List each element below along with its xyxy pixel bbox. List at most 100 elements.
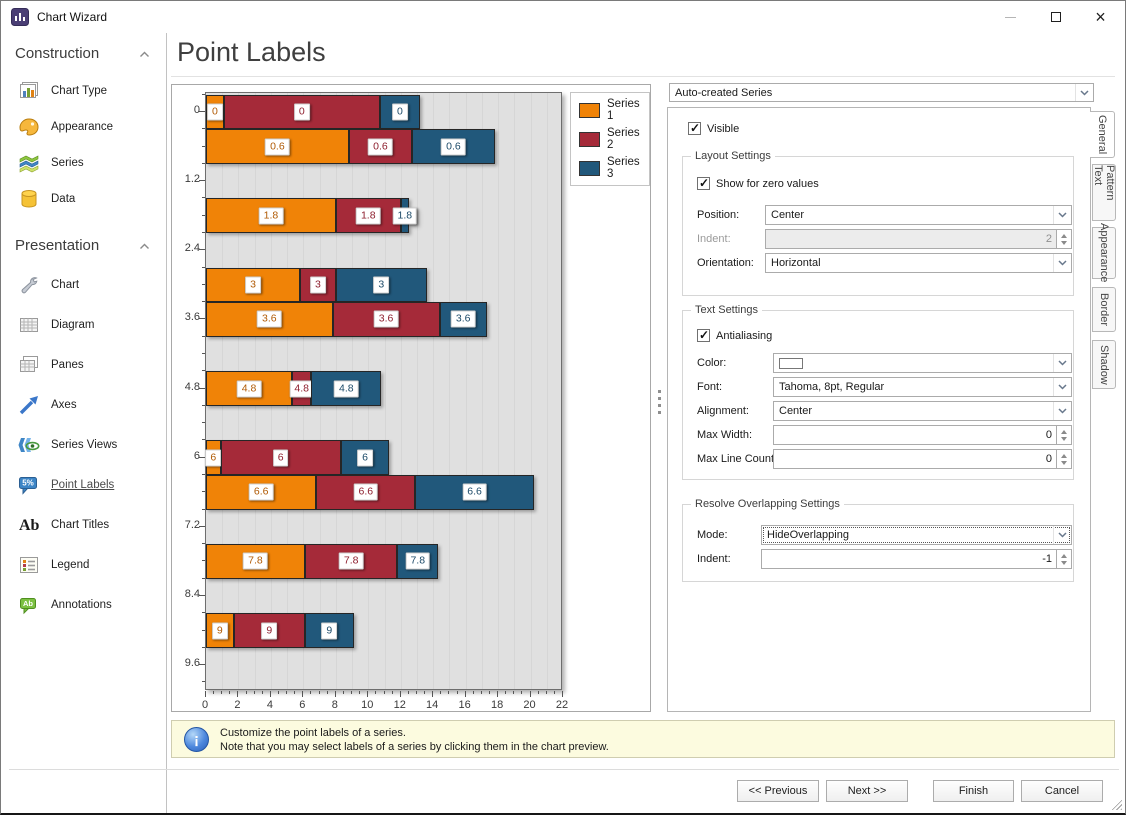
tab-text-pattern[interactable]: Text Pattern bbox=[1092, 164, 1116, 221]
point-label[interactable]: 6.6 bbox=[353, 483, 379, 501]
series-selector-combo[interactable]: Auto-created Series bbox=[669, 83, 1094, 102]
alignment-value: Center bbox=[779, 405, 813, 417]
x-axis-minor-tick bbox=[359, 691, 361, 694]
next-button[interactable]: Next >> bbox=[826, 780, 908, 802]
point-label[interactable]: 7.8 bbox=[338, 552, 364, 570]
sidebar-item-chart-titles[interactable]: Ab Chart Titles bbox=[1, 505, 166, 545]
point-label[interactable]: 0.6 bbox=[265, 138, 290, 156]
sidebar-item-appearance[interactable]: Appearance bbox=[1, 109, 166, 145]
gridline bbox=[465, 93, 467, 689]
sidebar-item-series-views[interactable]: Series Views bbox=[1, 425, 166, 465]
info-line-2: Note that you may select labels of a ser… bbox=[220, 741, 609, 753]
overlap-indent-spinner[interactable] bbox=[1057, 549, 1072, 569]
point-label[interactable]: 0 bbox=[207, 103, 223, 121]
x-axis-minor-tick bbox=[448, 691, 450, 694]
x-axis-minor-tick bbox=[440, 691, 442, 694]
sidebar-item-axes[interactable]: Axes bbox=[1, 385, 166, 425]
max-width-field[interactable]: 0 bbox=[773, 425, 1057, 445]
point-label[interactable]: 6 bbox=[272, 449, 289, 467]
tab-shadow[interactable]: Shadow bbox=[1092, 340, 1116, 389]
tab-appearance[interactable]: Appearance bbox=[1092, 223, 1116, 283]
point-label[interactable]: 0.6 bbox=[441, 138, 466, 156]
sidebar-item-label: Appearance bbox=[51, 121, 114, 133]
sidebar-item-legend[interactable]: Legend bbox=[1, 545, 166, 585]
section-header-presentation[interactable]: Presentation bbox=[1, 231, 166, 259]
tab-general[interactable]: General bbox=[1090, 111, 1115, 158]
sidebar-item-annotations[interactable]: Ab Annotations bbox=[1, 585, 166, 625]
antialiasing-checkbox[interactable]: Antialiasing bbox=[697, 328, 772, 342]
chart-preview-panel[interactable]: 0 0 0 0.6 0.6 0.6 1.8 1.8 1.8 3 3 3 3.6 3.6 3.6 4.8 4.8 4… bbox=[171, 84, 651, 712]
visible-checkbox[interactable]: Visible bbox=[688, 121, 739, 135]
point-label[interactable]: 0.6 bbox=[368, 138, 393, 156]
sidebar-item-data[interactable]: Data bbox=[1, 181, 166, 217]
overlap-indent-field[interactable]: -1 bbox=[761, 549, 1057, 569]
color-label: Color: bbox=[697, 357, 727, 369]
point-label[interactable]: 0 bbox=[293, 103, 310, 121]
orientation-combo[interactable]: Horizontal bbox=[765, 253, 1072, 273]
point-label[interactable]: 4.8 bbox=[236, 380, 262, 398]
font-combo[interactable]: Tahoma, 8pt, Regular bbox=[773, 377, 1072, 397]
point-label[interactable]: 4.8 bbox=[289, 380, 315, 398]
x-axis-minor-tick bbox=[407, 691, 409, 694]
point-label[interactable]: 1.8 bbox=[392, 207, 418, 225]
maximize-button[interactable] bbox=[1033, 1, 1078, 33]
alignment-combo[interactable]: Center bbox=[773, 401, 1072, 421]
point-label[interactable]: 7.8 bbox=[405, 552, 431, 570]
sidebar-item-panes[interactable]: Panes bbox=[1, 345, 166, 385]
layout-indent-spinner[interactable] bbox=[1057, 229, 1072, 249]
point-label[interactable]: 3 bbox=[373, 276, 390, 294]
tab-border[interactable]: Border bbox=[1092, 287, 1116, 332]
max-line-count-spinner[interactable] bbox=[1057, 449, 1072, 469]
legend-label: Series 1 bbox=[607, 98, 640, 122]
point-label[interactable]: 6 bbox=[357, 449, 373, 467]
point-label[interactable]: 9 bbox=[321, 622, 338, 639]
y-axis-label: 0 bbox=[193, 104, 200, 116]
position-combo[interactable]: Center bbox=[765, 205, 1072, 225]
point-label[interactable]: 1.8 bbox=[258, 207, 284, 225]
point-label[interactable]: 6.6 bbox=[248, 483, 274, 501]
sidebar-item-chart[interactable]: Chart bbox=[1, 265, 166, 305]
max-line-count-field[interactable]: 0 bbox=[773, 449, 1057, 469]
point-label[interactable]: 3 bbox=[310, 276, 326, 294]
previous-button[interactable]: << Previous bbox=[737, 780, 819, 802]
gridline bbox=[433, 93, 435, 689]
layout-indent-field[interactable]: 2 bbox=[765, 229, 1057, 249]
color-combo[interactable] bbox=[773, 353, 1072, 373]
sidebar-item-point-labels[interactable]: 5% Point Labels bbox=[1, 465, 166, 505]
point-label[interactable]: 9 bbox=[261, 622, 278, 639]
resize-grip[interactable] bbox=[1109, 797, 1122, 810]
layout-indent-label: Indent: bbox=[697, 233, 731, 245]
point-label[interactable]: 6.6 bbox=[462, 483, 487, 501]
bar-segment-series-1-3[interactable] bbox=[206, 267, 301, 303]
point-label[interactable]: 9 bbox=[211, 622, 228, 639]
y-axis-label: 2.4 bbox=[184, 242, 200, 255]
point-label[interactable]: 0 bbox=[391, 103, 408, 121]
close-button[interactable]: × bbox=[1078, 1, 1123, 33]
point-label[interactable]: 1.8 bbox=[355, 207, 381, 225]
bar-segment-series-1-9[interactable] bbox=[206, 613, 234, 648]
bar-segment-series-1-0.6[interactable] bbox=[206, 129, 349, 164]
sidebar-item-chart-type[interactable]: Chart Type bbox=[1, 73, 166, 109]
max-width-spinner[interactable] bbox=[1057, 425, 1072, 445]
preview-settings-splitter[interactable] bbox=[655, 385, 663, 419]
point-label[interactable]: 3.6 bbox=[450, 310, 476, 328]
mode-combo[interactable]: HideOverlapping bbox=[761, 525, 1072, 545]
minimize-button[interactable] bbox=[988, 1, 1033, 33]
section-header-construction[interactable]: Construction bbox=[1, 39, 166, 67]
y-axis-label: 7.2 bbox=[184, 518, 200, 531]
footer-divider bbox=[9, 769, 1119, 770]
point-label[interactable]: 6 bbox=[205, 449, 222, 467]
point-label[interactable]: 4.8 bbox=[334, 380, 359, 398]
sidebar-item-series[interactable]: Series bbox=[1, 145, 166, 181]
chart-plot-area[interactable]: 0 0 0 0.6 0.6 0.6 1.8 1.8 1.8 3 3 3 3.6 3.6 3.6 4.8 4.8 4… bbox=[205, 92, 562, 690]
finish-button[interactable]: Finish bbox=[933, 780, 1014, 802]
point-label[interactable]: 3.6 bbox=[256, 310, 282, 328]
bar-segment-series-2-1.8[interactable] bbox=[335, 198, 401, 233]
maximize-icon bbox=[1050, 12, 1061, 22]
show-zero-values-checkbox[interactable]: Show for zero values bbox=[697, 176, 819, 190]
point-label[interactable]: 7.8 bbox=[243, 552, 268, 570]
point-label[interactable]: 3.6 bbox=[373, 310, 399, 328]
sidebar-item-diagram[interactable]: Diagram bbox=[1, 305, 166, 345]
point-label[interactable]: 3 bbox=[245, 276, 261, 294]
cancel-button[interactable]: Cancel bbox=[1021, 780, 1103, 802]
